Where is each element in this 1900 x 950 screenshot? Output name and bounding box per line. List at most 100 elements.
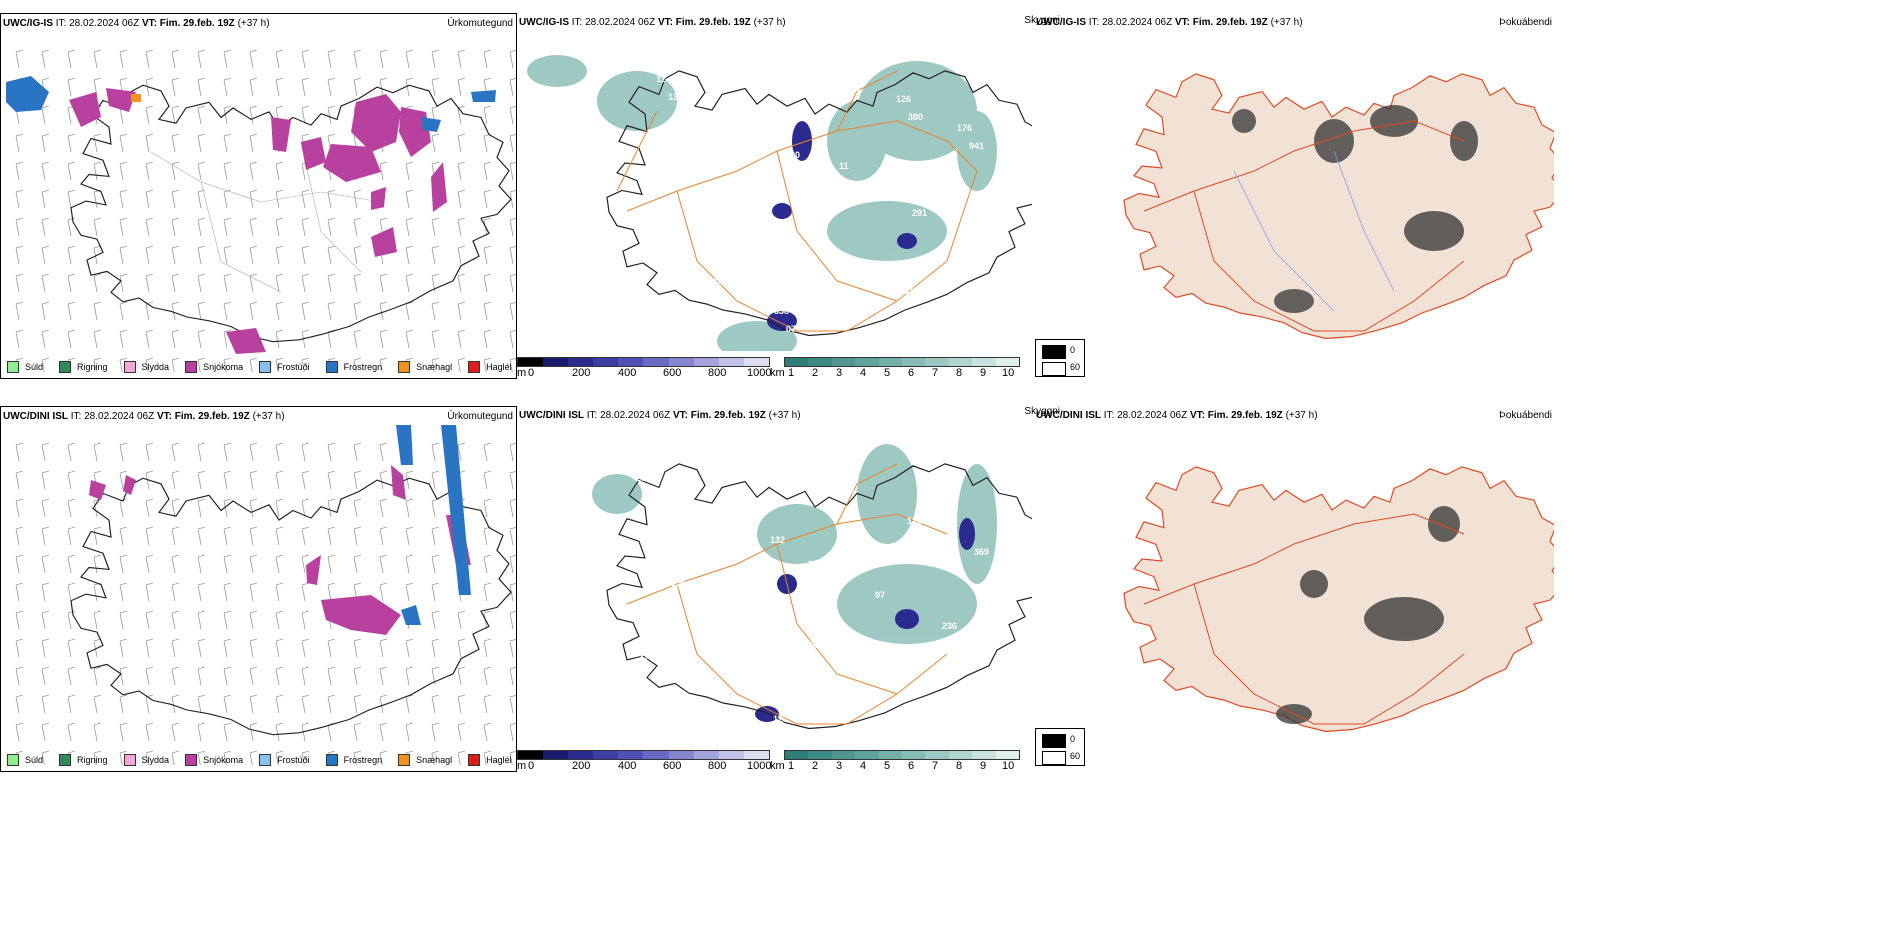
visibility-value-label: 148	[713, 277, 728, 287]
panel-ig-precip: UWC/IG-IS IT: 28.02.2024 06Z VT: Fim. 29…	[0, 13, 517, 379]
visibility-value-label: 202	[706, 683, 721, 693]
visibility-labels: 37 39 355 273 97 236 37 202 12 131 126 369 155 159 162…	[607, 466, 989, 724]
panel-ig-fog: UWC/IG-IS IT: 28.02.2024 06Z VT: Fim. 29…	[1034, 13, 1554, 379]
panel-title: UWC/DINI ISL IT: 28.02.2024 06Z VT: Fim.…	[3, 411, 285, 422]
visibility-value-label: 25	[636, 473, 646, 483]
field-label: Þokuábendi	[1499, 17, 1552, 28]
precip-legend: Súld Rigning Slydda Snjókoma Frostúði Fr…	[7, 754, 528, 766]
legend-item: Haglél	[468, 754, 512, 766]
visibility-value-label: 20	[790, 150, 800, 160]
visibility-value-label: 246	[851, 179, 866, 189]
colorbar-km: km 1 2 3 4 5 6 7 8 9 10	[770, 357, 1020, 379]
panel-dini-precip: UWC/DINI ISL IT: 28.02.2024 06Z VT: Fim.…	[0, 406, 517, 772]
legend-item: Snjókoma	[185, 361, 243, 373]
visibility-value-label: 162	[805, 640, 820, 650]
legend-item: Rigning	[59, 361, 108, 373]
visibility-value-label: 159	[965, 315, 980, 325]
freezing-rain-areas	[6, 76, 496, 132]
visibility-value-label: 124	[939, 702, 954, 712]
colorbar-m: m 0 200 400 600 800 1000	[517, 750, 771, 772]
visibility-value-label: 47	[703, 504, 713, 514]
colorbar-m: m 0 200 400 600 800 1000	[517, 357, 771, 379]
precip-legend: Súld Rigning Slydda Snjókoma Frostúði Fr…	[7, 361, 528, 373]
panel-title: UWC/DINI ISL IT: 28.02.2024 06Z VT: Fim.…	[1036, 410, 1318, 421]
legend-item: Snjókoma	[185, 754, 243, 766]
fog-map	[1123, 466, 1554, 733]
visibility-value-label: 380	[908, 112, 923, 122]
field-label: Skyggni	[1024, 406, 1060, 417]
legend-item: Slydda	[123, 361, 169, 373]
legend-item: Snæhagl	[398, 754, 452, 766]
visibility-value-label: 291	[912, 208, 927, 218]
panel-ig-vis: UWC/IG-IS IT: 28.02.2024 06Z VT: Fim. 29…	[517, 13, 1060, 379]
field-label: Skyggni	[1024, 15, 1060, 26]
visibility-value-label: 249	[607, 63, 622, 73]
visibility-value-label: 131	[840, 485, 855, 495]
legend-item: Frostregn	[325, 754, 382, 766]
legend-item: Súld	[7, 754, 43, 766]
field-label: Úrkomutegund	[447, 411, 513, 422]
visibility-value-label: 126	[907, 516, 922, 526]
road-network	[616, 70, 978, 332]
panel-title: UWC/IG-IS IT: 28.02.2024 06Z VT: Fim. 29…	[1036, 17, 1303, 28]
colorbar-km: km 1 2 3 4 5 6 7 8 9 10	[770, 750, 1020, 772]
visibility-value-label: 97	[875, 590, 885, 600]
visibility-value-label: 941	[969, 141, 984, 151]
visibility-value-label: 369	[974, 547, 989, 557]
visibility-value-label: 355	[741, 528, 756, 538]
visibility-value-label: 126	[896, 94, 911, 104]
field-label: Úrkomutegund	[447, 18, 513, 29]
visibility-value-label: 07	[786, 324, 796, 334]
panel-title: UWC/DINI ISL IT: 28.02.2024 06Z VT: Fim.…	[519, 410, 801, 421]
visibility-value-label: 176	[957, 123, 972, 133]
fog-legend: 0 60	[1035, 728, 1085, 766]
visibility-value-label: 78	[872, 671, 882, 681]
visibility-value-label: 858	[843, 257, 858, 267]
panel-dini-vis: UWC/DINI ISL IT: 28.02.2024 06Z VT: Fim.…	[517, 406, 1060, 772]
visibility-map: 249 137 487 20 246 291 744 194 5 07 142 380 941 279 18…	[527, 55, 1032, 351]
visibility-value-label: 142	[847, 83, 862, 93]
visibility-map: 37 39 355 273 97 236 37 202 12 131 126 369 155 159 162…	[592, 444, 1032, 730]
visibility-value-label: 279	[660, 170, 675, 180]
legend-item: Haglél	[468, 361, 512, 373]
visibility-value-label: 27	[961, 219, 971, 229]
visibility-value-label: 273	[808, 559, 823, 569]
panel-title: UWC/IG-IS IT: 28.02.2024 06Z VT: Fim. 29…	[3, 18, 270, 29]
legend-item: Frostregn	[325, 361, 382, 373]
visibility-value-label: 37	[639, 652, 649, 662]
visibility-value-label: 744	[973, 237, 988, 247]
precip-map	[6, 49, 516, 372]
visibility-value-label: 12	[656, 74, 666, 84]
visibility-value-label: 132	[770, 535, 785, 545]
visibility-value-label: 487	[729, 121, 744, 131]
legend-item: Rigning	[59, 754, 108, 766]
visibility-value-label: 81	[904, 286, 914, 296]
visibility-labels: 249 137 487 20 246 291 744 194 5 07 142 380 941 279 18…	[607, 63, 988, 334]
visibility-value-label: 220	[900, 190, 915, 200]
visibility-value-label: 11	[839, 161, 849, 171]
legend-item: Slydda	[123, 754, 169, 766]
visibility-value-label: 39	[674, 497, 684, 507]
visibility-value-label: 155	[671, 578, 686, 588]
legend-item: Súld	[7, 361, 43, 373]
visibility-value-label: 189	[721, 199, 736, 209]
visibility-value-label: 12	[773, 714, 783, 724]
visibility-value-label: 226	[652, 248, 667, 258]
legend-item: Frostúði	[259, 754, 310, 766]
visibility-value-label: 37	[607, 466, 617, 476]
visibility-value-label: 159	[738, 609, 753, 619]
field-label: Þokuábendi	[1499, 410, 1552, 421]
legend-item: Frostúði	[259, 361, 310, 373]
visibility-value-label: 194	[664, 266, 679, 276]
fog-legend: 0 60	[1035, 339, 1085, 377]
panel-title: UWC/IG-IS IT: 28.02.2024 06Z VT: Fim. 29…	[519, 17, 786, 28]
panel-dini-fog: UWC/DINI ISL IT: 28.02.2024 06Z VT: Fim.…	[1034, 406, 1554, 772]
wind-barbs	[15, 49, 516, 372]
visibility-value-label: 117	[782, 228, 797, 238]
visibility-value-label: 137	[668, 92, 683, 102]
visibility-value-label: 236	[942, 621, 957, 631]
snow-areas	[69, 88, 447, 354]
legend-item: Snæhagl	[398, 361, 452, 373]
visibility-value-label: 5	[725, 295, 730, 305]
visibility-value-label: 338	[774, 306, 789, 316]
